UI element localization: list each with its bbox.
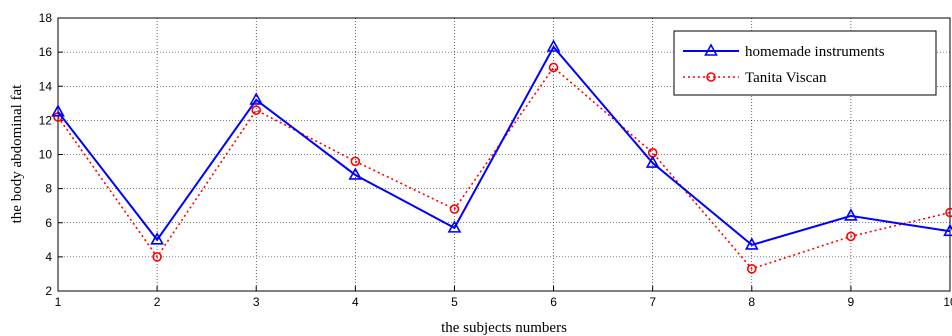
legend-box bbox=[673, 30, 937, 96]
x-tick-label: 6 bbox=[550, 295, 557, 309]
x-tick-label: 4 bbox=[352, 295, 359, 309]
data-point-tanita-viscan bbox=[746, 264, 757, 274]
data-point-homemade-instruments bbox=[744, 237, 759, 250]
legend-marker-homemade-instruments bbox=[704, 43, 718, 56]
y-tick-label: 6 bbox=[45, 216, 52, 230]
data-point-tanita-viscan bbox=[251, 105, 262, 115]
x-tick-label: 3 bbox=[253, 295, 260, 309]
data-point-tanita-viscan bbox=[846, 231, 856, 242]
y-axis-label: the body abdominal fat bbox=[9, 84, 25, 224]
legend-label-homemade-instruments: homemade instruments bbox=[745, 44, 885, 60]
x-tick-labels: 1 2 3 4 5 6 7 8 9 10 bbox=[55, 295, 952, 309]
axes bbox=[57, 17, 951, 292]
y-tick-label: 8 bbox=[45, 182, 52, 196]
x-axis-label: the subjects numbers bbox=[441, 320, 567, 336]
data-point-homemade-instruments bbox=[150, 232, 164, 245]
y-tick-label: 4 bbox=[45, 250, 52, 264]
y-tick-label: 16 bbox=[39, 45, 53, 59]
y-tick-label: 14 bbox=[39, 79, 53, 93]
data-point-homemade-instruments bbox=[645, 155, 660, 168]
data-point-tanita-viscan bbox=[548, 62, 559, 73]
y-tick-label: 18 bbox=[39, 11, 53, 25]
data-point-tanita-viscan bbox=[449, 204, 460, 214]
x-tick-label: 9 bbox=[848, 295, 855, 309]
y-tick-label: 12 bbox=[39, 113, 53, 127]
legend-marker-tanita-viscan bbox=[706, 72, 716, 82]
y-tick-label: 2 bbox=[45, 284, 52, 298]
series-line-homemade-instruments bbox=[57, 45, 951, 247]
legend: homemade instruments Tanita Viscan bbox=[673, 30, 937, 96]
legend-sample-homemade-instruments bbox=[683, 43, 739, 56]
data-point-homemade-instruments bbox=[546, 39, 561, 52]
data-point-homemade-instruments bbox=[51, 104, 65, 117]
legend-sample-tanita-viscan bbox=[683, 72, 739, 82]
x-tick-label: 2 bbox=[154, 295, 161, 309]
y-tick-labels: 2 4 6 8 10 12 14 16 18 bbox=[39, 11, 53, 298]
data-point-tanita-viscan bbox=[152, 252, 162, 262]
data-point-homemade-instruments bbox=[348, 167, 363, 180]
data-point-homemade-instruments bbox=[447, 220, 462, 233]
data-point-tanita-viscan bbox=[350, 156, 361, 167]
x-tick-label: 10 bbox=[943, 295, 952, 309]
x-tick-label: 7 bbox=[649, 295, 656, 309]
plot-frame bbox=[57, 17, 951, 292]
data-point-homemade-instruments bbox=[844, 208, 858, 221]
series-lines bbox=[51, 39, 952, 274]
data-point-homemade-instruments bbox=[943, 223, 952, 237]
legend-label-tanita-viscan: Tanita Viscan bbox=[745, 70, 827, 86]
data-point-homemade-instruments bbox=[249, 92, 264, 105]
x-tick-label: 5 bbox=[451, 295, 458, 309]
y-tick-label: 10 bbox=[39, 148, 53, 162]
x-tick-label: 8 bbox=[748, 295, 755, 309]
x-tick-label: 1 bbox=[55, 295, 62, 309]
data-point-tanita-viscan bbox=[945, 207, 952, 218]
